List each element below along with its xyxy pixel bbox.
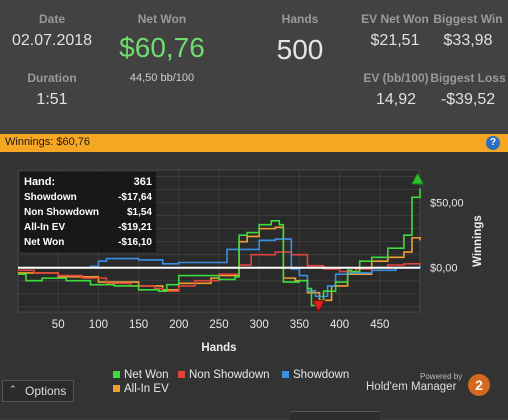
legend-label: Showdown (293, 369, 350, 381)
y-axis-label: Winnings (472, 215, 484, 267)
hands-value: 500 (276, 34, 324, 65)
ev-net-won-value: $21,51 (370, 32, 420, 49)
biggest-loss-label: Biggest Loss (430, 71, 506, 85)
legend-swatch (282, 371, 289, 379)
net-won-value: $60,76 (119, 32, 205, 63)
legend-swatch (113, 385, 120, 393)
x-tick-label: 200 (169, 319, 188, 331)
x-tick-label: 450 (370, 319, 389, 331)
y-tick-label: $50,00 (430, 198, 464, 210)
bb-per-100: 44,50 bb/100 (129, 72, 195, 84)
ev-bb-value: 14,92 (375, 91, 417, 108)
series-lines (18, 188, 421, 307)
stats-label: Net Won (24, 237, 65, 248)
stats-value: -$19,21 (118, 222, 152, 233)
legend-all-in-ev[interactable]: All-In EV (113, 383, 169, 395)
stats-value: -$17,64 (118, 192, 152, 203)
stats-label: Non Showdown (24, 207, 99, 218)
legend-label: All-In EV (124, 383, 169, 395)
biggest-loss-value: -$39,52 (440, 91, 496, 108)
options-label: Options (25, 384, 67, 398)
duration-label: Duration (27, 71, 77, 85)
winnings-bar: Winnings: $60,76 ? (0, 134, 508, 152)
series-line-showdown (18, 238, 421, 298)
duration-value: 1:51 (36, 91, 68, 108)
x-tick-label: 350 (290, 319, 309, 331)
x-tick-label: 400 (330, 319, 349, 331)
stats-value: -$16,10 (118, 237, 152, 248)
x-axis-label: Hands (201, 342, 236, 354)
summary-panel: Date 02.07.2018 Duration 1:51 Net Won $6… (0, 0, 508, 134)
y-tick-label: $0,00 (430, 263, 458, 275)
chevron-up-icon: ⌃ (9, 384, 17, 394)
winnings-bar-text: Winnings: $60,76 (5, 136, 90, 148)
x-tick-label: 50 (52, 319, 65, 331)
x-tick-label: 300 (250, 319, 269, 331)
help-icon[interactable]: ? (486, 136, 500, 150)
date-value: 02.07.2018 (11, 32, 93, 49)
stats-value: $1,54 (126, 207, 152, 218)
stats-label: Showdown (24, 192, 77, 203)
date-label: Date (38, 12, 65, 26)
series-line-net-won (18, 188, 421, 307)
max-marker-icon (410, 172, 425, 185)
x-tick-label: 100 (89, 319, 108, 331)
stats-label: All-In EV (24, 222, 66, 233)
brand-name: Hold'em Manager (366, 381, 457, 393)
legend-swatch (178, 371, 185, 379)
bottom-tab-edge (290, 411, 380, 420)
ev-net-won-label: EV Net Won (361, 12, 429, 26)
x-tick-labels: 50 100 150 200 250 300 350 400 450 (52, 319, 390, 331)
legend-swatch (113, 371, 120, 379)
hands-label: Hands (281, 12, 319, 26)
min-marker-icon (311, 299, 326, 313)
net-won-label: Net Won (137, 12, 187, 26)
extreme-markers (311, 172, 425, 313)
hem2-logo-icon: 2 (468, 374, 490, 396)
legend-label: Net Won (124, 369, 169, 381)
legend-net-won[interactable]: Net Won (113, 369, 169, 381)
stats-value: 361 (133, 176, 152, 188)
biggest-win-label: Biggest Win (433, 12, 503, 26)
powered-by-label: Powered by (420, 372, 463, 381)
y-tick-labels: $0,00 $50,00 (430, 198, 464, 275)
legend-showdown[interactable]: Showdown (282, 369, 349, 381)
series-line-all-in-ev (18, 226, 421, 302)
legend-non-showdown[interactable]: Non Showdown (178, 369, 270, 381)
biggest-win-value: $33,98 (443, 32, 493, 49)
x-tick-label: 250 (209, 319, 228, 331)
ev-bb-label: EV (bb/100) (363, 71, 429, 85)
options-button[interactable]: ⌃ Options (2, 380, 74, 402)
hover-stats-box: Hand: 361 Showdown -$17,64 Non Showdown … (20, 172, 156, 252)
x-tick-label: 150 (129, 319, 148, 331)
stats-label: Hand: (24, 176, 56, 188)
legend-label: Non Showdown (189, 369, 270, 381)
